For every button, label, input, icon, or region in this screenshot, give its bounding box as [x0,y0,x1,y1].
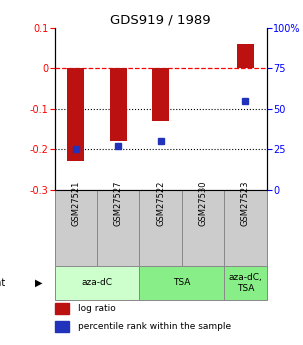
Bar [237,44,254,68]
Title: GDS919 / 1989: GDS919 / 1989 [110,13,211,27]
Bar [110,68,127,141]
Bar [139,190,182,266]
Text: TSA: TSA [173,278,191,287]
Bar [55,322,69,332]
Text: ▶: ▶ [35,278,42,288]
Bar [97,190,139,266]
Text: GSM27523: GSM27523 [241,181,250,226]
Bar [55,190,97,266]
Text: percentile rank within the sample: percentile rank within the sample [78,322,231,331]
Bar [55,303,69,314]
Text: GSM27522: GSM27522 [156,181,165,226]
Text: GSM27521: GSM27521 [71,181,80,226]
Text: log ratio: log ratio [78,304,116,313]
Bar [182,190,224,266]
Bar [67,68,84,161]
Bar [139,266,224,300]
Text: agent: agent [0,278,6,288]
Text: aza-dC: aza-dC [82,278,112,287]
Text: aza-dC,
TSA: aza-dC, TSA [228,273,262,293]
Bar [224,190,267,266]
Bar [55,266,139,300]
Bar [224,266,267,300]
Text: GSM27530: GSM27530 [198,181,208,226]
Text: GSM27527: GSM27527 [114,181,123,226]
Bar [152,68,169,121]
